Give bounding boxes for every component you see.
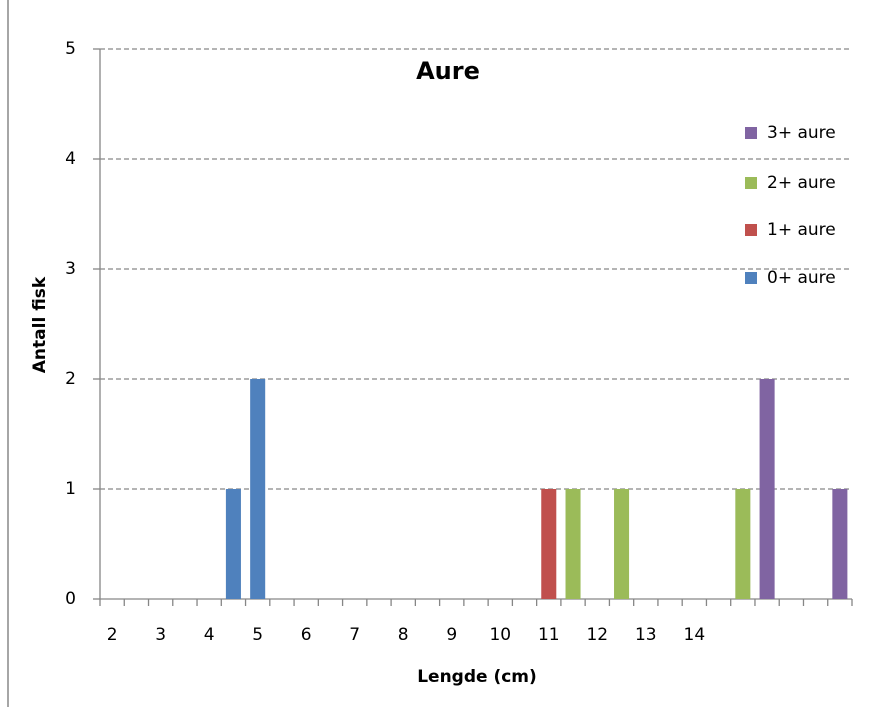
bar: [250, 379, 266, 599]
bar: [614, 489, 630, 599]
bar: [565, 489, 581, 599]
x-tick-label: 14: [684, 625, 706, 645]
legend-swatch: [745, 127, 757, 139]
legend-swatch: [745, 177, 757, 189]
y-tick-label: 3: [65, 259, 76, 279]
y-tick-label: 1: [65, 479, 76, 499]
bar: [225, 489, 241, 599]
x-tick-label: 6: [301, 625, 312, 645]
y-tick-label: 4: [65, 149, 76, 169]
x-tick-label: 5: [252, 625, 263, 645]
x-tick-label: 10: [489, 625, 511, 645]
x-tick-label: 9: [446, 625, 457, 645]
chart-frame: [7, 0, 888, 707]
bar: [759, 379, 775, 599]
x-tick-label: 3: [155, 625, 166, 645]
x-tick-label: 2: [107, 625, 118, 645]
legend-swatch: [745, 224, 757, 236]
legend-label: 1+ aure: [767, 220, 836, 240]
x-axis-label: Lengde (cm): [417, 667, 537, 687]
x-tick-label: 12: [586, 625, 608, 645]
y-tick-label: 5: [65, 39, 76, 59]
x-tick-label: 13: [635, 625, 657, 645]
bar: [832, 489, 848, 599]
y-tick-label: 0: [65, 589, 76, 609]
x-tick-label: 11: [538, 625, 560, 645]
legend-swatch: [745, 272, 757, 284]
x-tick-label: 7: [349, 625, 360, 645]
chart-title: Aure: [416, 57, 480, 85]
legend-label: 0+ aure: [767, 268, 836, 288]
y-axis-label: Antall fisk: [30, 276, 50, 373]
bar: [541, 489, 557, 599]
x-tick-label: 8: [398, 625, 409, 645]
legend-label: 2+ aure: [767, 173, 836, 193]
bar: [735, 489, 751, 599]
x-tick-label: 4: [204, 625, 215, 645]
legend-label: 3+ aure: [767, 123, 836, 143]
y-tick-label: 2: [65, 369, 76, 389]
